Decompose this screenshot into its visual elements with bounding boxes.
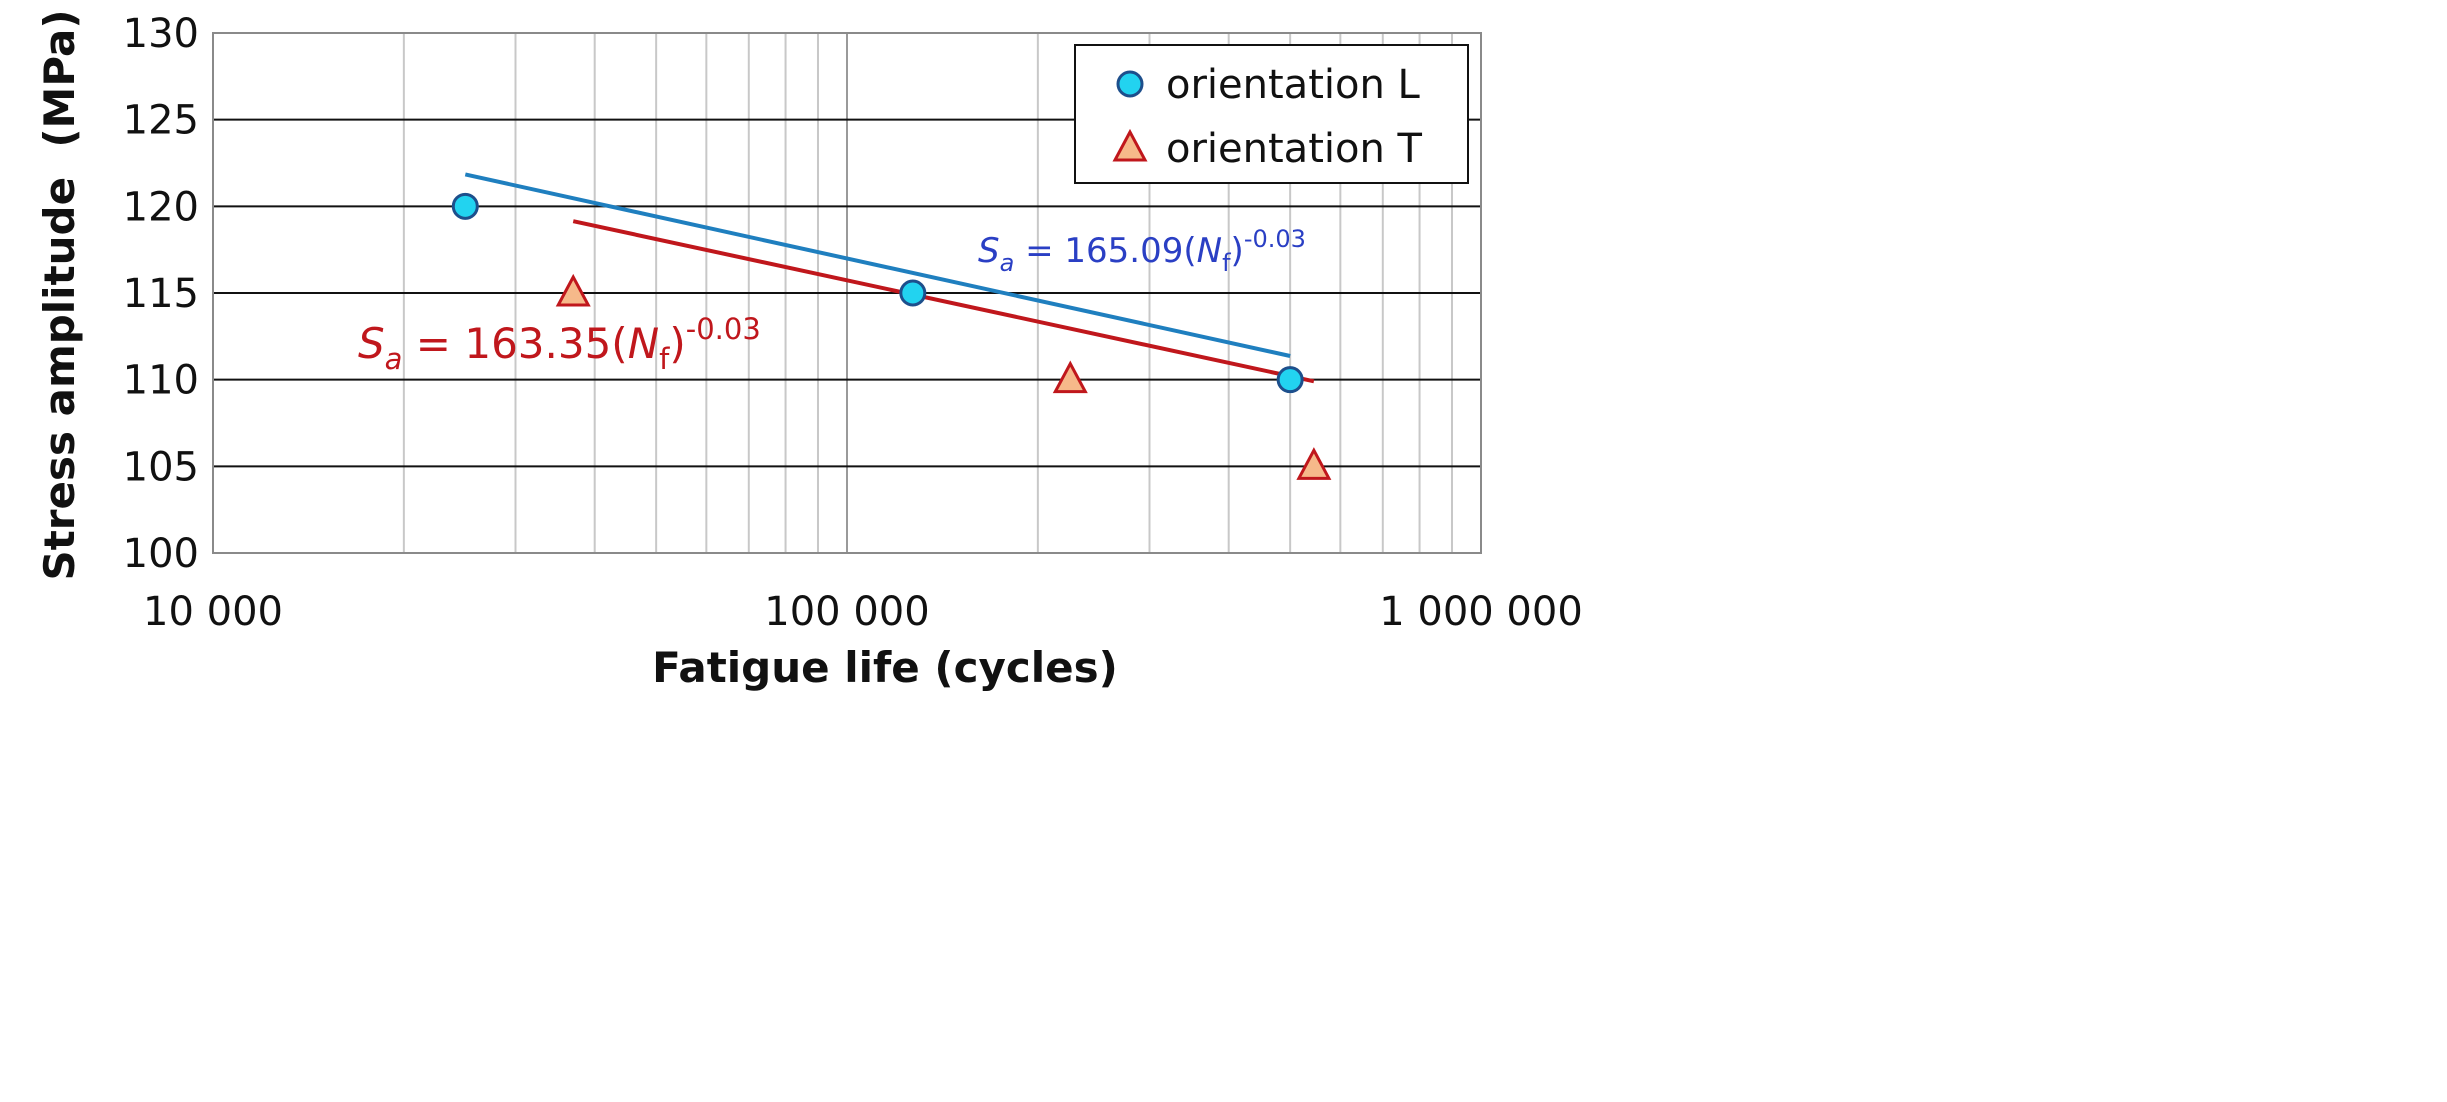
data-markers — [451, 192, 1332, 480]
data-point — [555, 273, 591, 307]
fit-equation: Sa = 163.35(Nf)-0.03 — [358, 312, 761, 376]
data-point — [451, 192, 479, 220]
y-tick-label: 105 — [123, 444, 199, 490]
y-tick-label: 130 — [123, 11, 199, 57]
data-point — [1296, 447, 1332, 480]
data-point — [1276, 366, 1304, 394]
y-tick-label: 115 — [123, 271, 199, 317]
fit-equations: Sa = 165.09(Nf)-0.03 Sa = 163.35(Nf)-0.03 — [358, 225, 1306, 376]
x-tick-label: 10 000 — [143, 589, 283, 635]
y-tick-label: 110 — [123, 358, 199, 404]
y-tick-label: 125 — [123, 98, 199, 144]
plot-frame — [212, 32, 1482, 554]
data-point — [1052, 360, 1088, 394]
data-point — [899, 279, 927, 307]
fit-line — [464, 172, 1291, 358]
x-tick-label: 1 000 000 — [1379, 589, 1583, 635]
fit-line — [572, 219, 1315, 384]
legend: orientation L orientation T — [1074, 44, 1469, 184]
fit-equation: Sa = 165.09(Nf)-0.03 — [978, 225, 1306, 277]
legend-swatch — [1112, 128, 1148, 162]
fit-lines — [464, 172, 1315, 384]
y-axis-label: Stress amplitude (MPa) — [35, 9, 84, 580]
x-tick-labels: 10 000 100 000 1 000 000 — [143, 589, 1583, 635]
legend-swatch — [1116, 70, 1144, 98]
y-tick-label: 120 — [123, 184, 199, 230]
y-tick-label: 100 — [123, 531, 199, 577]
y-tick-labels: 100 105 110 115 120 125 130 — [123, 11, 199, 577]
legend-label: orientation L — [1166, 62, 1421, 108]
x-tick-label: 100 000 — [764, 589, 929, 635]
legend-label: orientation T — [1166, 126, 1423, 172]
x-axis-label: Fatigue life (cycles) — [652, 643, 1118, 692]
